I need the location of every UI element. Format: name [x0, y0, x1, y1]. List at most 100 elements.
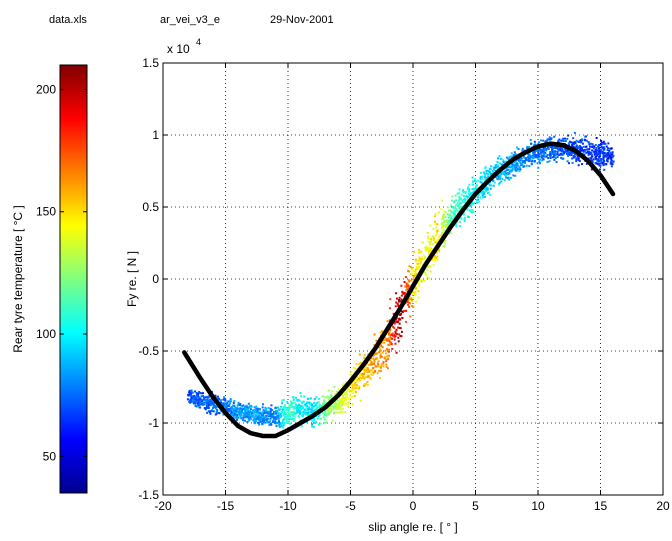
data-point [432, 263, 435, 266]
data-point [544, 155, 547, 158]
data-point [501, 171, 504, 174]
data-point [486, 173, 489, 176]
data-point [207, 396, 210, 399]
data-point [523, 156, 526, 159]
data-point [367, 375, 370, 378]
data-point [407, 279, 410, 282]
data-point [197, 392, 200, 395]
data-point [246, 420, 249, 423]
data-point [537, 141, 540, 144]
data-point [579, 148, 582, 151]
data-point [607, 142, 610, 145]
data-point [290, 402, 293, 405]
data-point [351, 384, 354, 387]
data-point [567, 142, 570, 145]
data-point [252, 409, 255, 412]
data-point [189, 394, 192, 397]
data-point [420, 258, 423, 261]
data-point [548, 145, 551, 148]
data-point [233, 414, 236, 417]
data-point [326, 408, 329, 411]
data-point [545, 155, 548, 158]
data-point [207, 406, 210, 409]
data-point [352, 392, 355, 395]
data-point [265, 416, 268, 419]
data-point [246, 410, 249, 413]
data-point [340, 404, 343, 407]
data-point [363, 369, 366, 372]
data-point [483, 187, 486, 190]
data-point [351, 403, 354, 406]
data-point [510, 152, 513, 155]
data-point [205, 406, 208, 409]
data-point [409, 279, 412, 282]
data-point [566, 160, 569, 163]
data-point [263, 409, 266, 412]
data-point [436, 255, 439, 258]
data-point [388, 348, 391, 351]
data-point [426, 268, 429, 271]
data-point [341, 407, 344, 410]
data-point [279, 421, 282, 424]
data-point [458, 225, 461, 228]
data-point [229, 406, 232, 409]
data-point [591, 154, 594, 157]
data-point [600, 159, 603, 162]
data-point [194, 398, 197, 401]
data-point [604, 142, 607, 145]
data-point [548, 160, 551, 163]
data-point [295, 396, 298, 399]
data-point [274, 420, 277, 423]
data-point [505, 160, 508, 163]
data-point [348, 397, 351, 400]
data-point [347, 405, 350, 408]
run-date: 29-Nov-2001 [270, 14, 334, 26]
data-point [344, 393, 347, 396]
data-point [194, 404, 197, 407]
data-point [441, 226, 444, 229]
data-point [552, 150, 555, 153]
data-point [428, 243, 431, 246]
data-point [318, 403, 321, 406]
data-point [575, 158, 578, 161]
data-point [519, 159, 522, 162]
data-point [234, 409, 237, 412]
data-point [220, 399, 223, 402]
data-point [457, 203, 460, 206]
data-point [190, 389, 193, 392]
data-point [476, 196, 479, 199]
data-point [230, 411, 233, 414]
data-point [252, 411, 255, 414]
data-point [209, 412, 212, 415]
data-point [299, 419, 302, 422]
data-point [423, 279, 426, 282]
data-point [267, 410, 270, 413]
data-point [490, 172, 493, 175]
data-point [209, 410, 212, 413]
data-point [288, 404, 291, 407]
data-point [436, 223, 439, 226]
data-point [579, 150, 582, 153]
data-point [489, 187, 492, 190]
data-point [516, 146, 519, 149]
data-point [498, 175, 501, 178]
data-point [450, 204, 453, 207]
data-point [455, 208, 458, 211]
data-point [206, 399, 209, 402]
data-point [427, 249, 430, 252]
data-point [354, 391, 357, 394]
data-point [384, 352, 387, 355]
data-point [378, 347, 381, 350]
data-point [222, 396, 225, 399]
data-point [524, 161, 527, 164]
data-point [246, 415, 249, 418]
data-point [269, 413, 272, 416]
colorbar-tick-label: 200 [36, 82, 56, 96]
data-point [234, 411, 237, 414]
data-point [393, 334, 396, 337]
data-point [545, 149, 548, 152]
data-point [518, 170, 521, 173]
data-point [575, 144, 578, 147]
data-point [502, 161, 505, 164]
data-point [321, 404, 324, 407]
